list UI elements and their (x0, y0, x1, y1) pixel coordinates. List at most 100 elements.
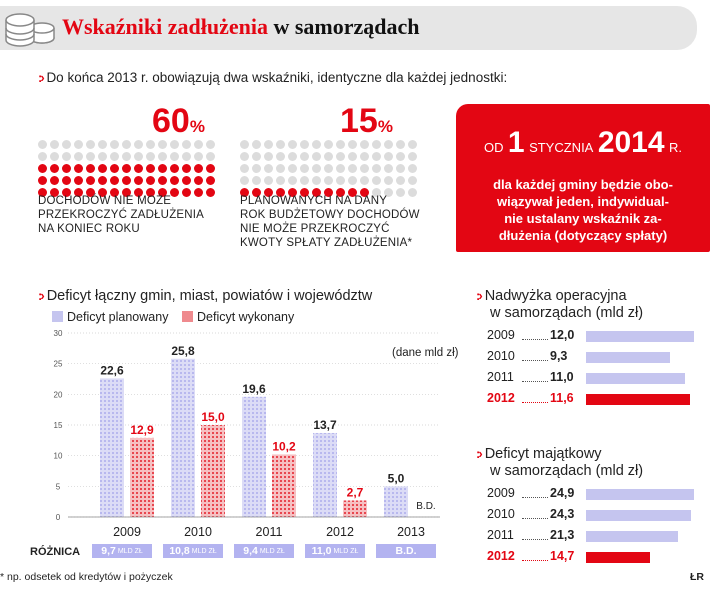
dot (158, 176, 167, 185)
dot (134, 176, 143, 185)
dot (312, 176, 321, 185)
value-label: 11,0 (550, 370, 574, 384)
dot (50, 152, 59, 161)
dot (384, 152, 393, 161)
difference-row: 9,7 MLD ZŁ 10,8 MLD ZŁ 9,4 MLD ZŁ 11,0 MLD ZŁ B.… (0, 544, 726, 560)
dot (312, 152, 321, 161)
dot (38, 164, 47, 173)
leader-dots (522, 497, 548, 498)
dot (336, 176, 345, 185)
value-label: 14,7 (550, 549, 575, 563)
dot (336, 188, 345, 197)
dot (324, 164, 333, 173)
dot (252, 152, 261, 161)
dot (348, 140, 357, 149)
bar-planned (171, 358, 195, 517)
dot (194, 140, 203, 149)
year-label: 2011 (487, 370, 514, 384)
dot (122, 164, 131, 173)
bar-actual (272, 454, 296, 517)
dot (158, 140, 167, 149)
value-bar (586, 352, 670, 363)
dot (336, 140, 345, 149)
dot (206, 140, 215, 149)
dot (170, 176, 179, 185)
dot (264, 152, 273, 161)
dot (62, 188, 71, 197)
year-label: 2009 (487, 328, 515, 342)
difference-value: B.D. (376, 544, 436, 558)
dot (194, 176, 203, 185)
dot (86, 140, 95, 149)
leader-dots (522, 381, 548, 382)
x-tick-label: 2010 (184, 525, 212, 539)
value-label: 9,3 (550, 349, 568, 363)
dot (324, 152, 333, 161)
dot (276, 188, 285, 197)
leader-dots (522, 539, 548, 540)
leader-dots (522, 518, 548, 519)
year-label: 2011 (487, 528, 514, 542)
dot (110, 188, 119, 197)
bar-planned (384, 486, 408, 517)
indicator2-dot-grid (240, 140, 417, 197)
dot (182, 188, 191, 197)
dot (360, 164, 369, 173)
indicator1-dot-grid (38, 140, 215, 197)
dot (288, 188, 297, 197)
dot (98, 188, 107, 197)
dot (182, 164, 191, 173)
dot (38, 140, 47, 149)
dot (312, 164, 321, 173)
dot (372, 140, 381, 149)
year-label: 2012 (487, 549, 515, 563)
bar-planned (100, 378, 124, 517)
header-bar (0, 6, 697, 50)
x-tick-label: 2009 (113, 525, 141, 539)
dot (288, 152, 297, 161)
footnote: * np. odsetek od kredytów i pożyczek (0, 571, 173, 583)
dot (62, 164, 71, 173)
difference-value: 9,7 MLD ZŁ (92, 544, 152, 558)
dot (146, 164, 155, 173)
deficit-title: :› Deficyt łączny gmin, miast, powiatów … (38, 288, 373, 304)
dot (170, 188, 179, 197)
y-tick-label: 25 (54, 360, 63, 369)
y-tick-label: 15 (54, 421, 63, 430)
new-rule-text: dla każdej gminy będzie obo- wiązywał je… (493, 177, 673, 243)
dot (288, 176, 297, 185)
x-tick-label: 2012 (326, 525, 354, 539)
bar-actual (343, 500, 367, 517)
dot (110, 164, 119, 173)
value-label: 24,3 (550, 507, 575, 521)
new-rule-date: OD 1 STYCZNIA 2014 R. (483, 126, 683, 159)
dot (134, 140, 143, 149)
dot (264, 140, 273, 149)
dot (110, 152, 119, 161)
bar-planned-label: 19,6 (242, 382, 266, 396)
x-tick-label: 2011 (256, 525, 283, 539)
value-bar (586, 331, 694, 342)
dot (276, 164, 285, 173)
dot (300, 152, 309, 161)
dot (98, 152, 107, 161)
dot (158, 152, 167, 161)
dot (276, 140, 285, 149)
dot (252, 140, 261, 149)
dot (264, 188, 273, 197)
dot (98, 140, 107, 149)
leader-dots (522, 339, 548, 340)
dot (98, 164, 107, 173)
dot (158, 188, 167, 197)
dot (146, 176, 155, 185)
dot (396, 164, 405, 173)
dot (206, 188, 215, 197)
surplus-subtitle: w samorządach (mld zł) (490, 305, 644, 321)
legend-actual: Deficyt wykonany (182, 310, 294, 324)
dot (288, 140, 297, 149)
dot (74, 176, 83, 185)
dot (122, 140, 131, 149)
dot (348, 152, 357, 161)
dot (86, 176, 95, 185)
page-title: Wskaźniki zadłużenia w samorządach (62, 14, 420, 39)
